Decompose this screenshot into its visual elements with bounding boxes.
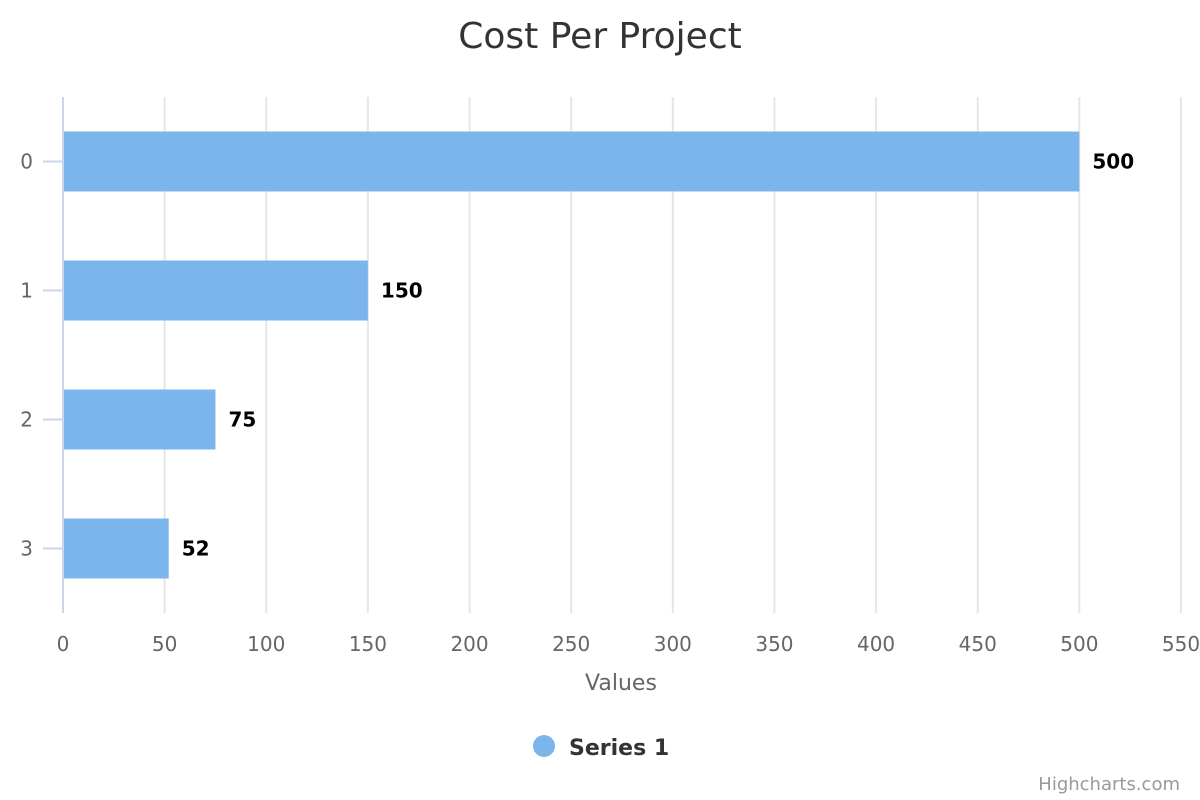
- y-tick-label: 1: [20, 279, 33, 303]
- y-tick-label: 3: [20, 537, 33, 561]
- data-label: 52: [182, 537, 210, 561]
- x-tick-label: 150: [349, 632, 387, 656]
- x-tick-label: 250: [552, 632, 590, 656]
- x-tick-label: 400: [857, 632, 895, 656]
- y-axis-ticks: 0 1 2 3: [20, 150, 63, 561]
- x-tick-label: 450: [959, 632, 997, 656]
- legend[interactable]: Series 1: [533, 735, 669, 761]
- data-label: 500: [1092, 150, 1134, 174]
- legend-item-series-1[interactable]: Series 1: [569, 736, 669, 761]
- data-labels-group: 500 150 75 52: [182, 150, 1134, 561]
- bar[interactable]: [64, 389, 216, 450]
- legend-marker-series-1[interactable]: [533, 735, 555, 757]
- credits-link[interactable]: Highcharts.com: [1038, 774, 1180, 795]
- x-tick-label: 550: [1162, 632, 1200, 656]
- bar[interactable]: [64, 131, 1080, 192]
- x-tick-label: 50: [152, 632, 177, 656]
- bar[interactable]: [64, 518, 169, 579]
- x-tick-label: 0: [57, 632, 70, 656]
- chart-title: Cost Per Project: [458, 16, 741, 57]
- x-tick-label: 350: [755, 632, 793, 656]
- x-axis-title: Values: [585, 671, 657, 696]
- y-tick-label: 0: [20, 150, 33, 174]
- x-tick-label: 200: [450, 632, 488, 656]
- bars-group: [64, 131, 1080, 579]
- data-label: 150: [381, 279, 423, 303]
- x-axis-ticks: 0 50 100 150 200 250 300 350 400 450 500 550: [57, 632, 1200, 656]
- x-tick-label: 100: [247, 632, 285, 656]
- y-tick-label: 2: [20, 408, 33, 432]
- x-tick-label: 300: [654, 632, 692, 656]
- bar[interactable]: [64, 260, 368, 321]
- x-tick-label: 500: [1060, 632, 1098, 656]
- data-label: 75: [228, 408, 256, 432]
